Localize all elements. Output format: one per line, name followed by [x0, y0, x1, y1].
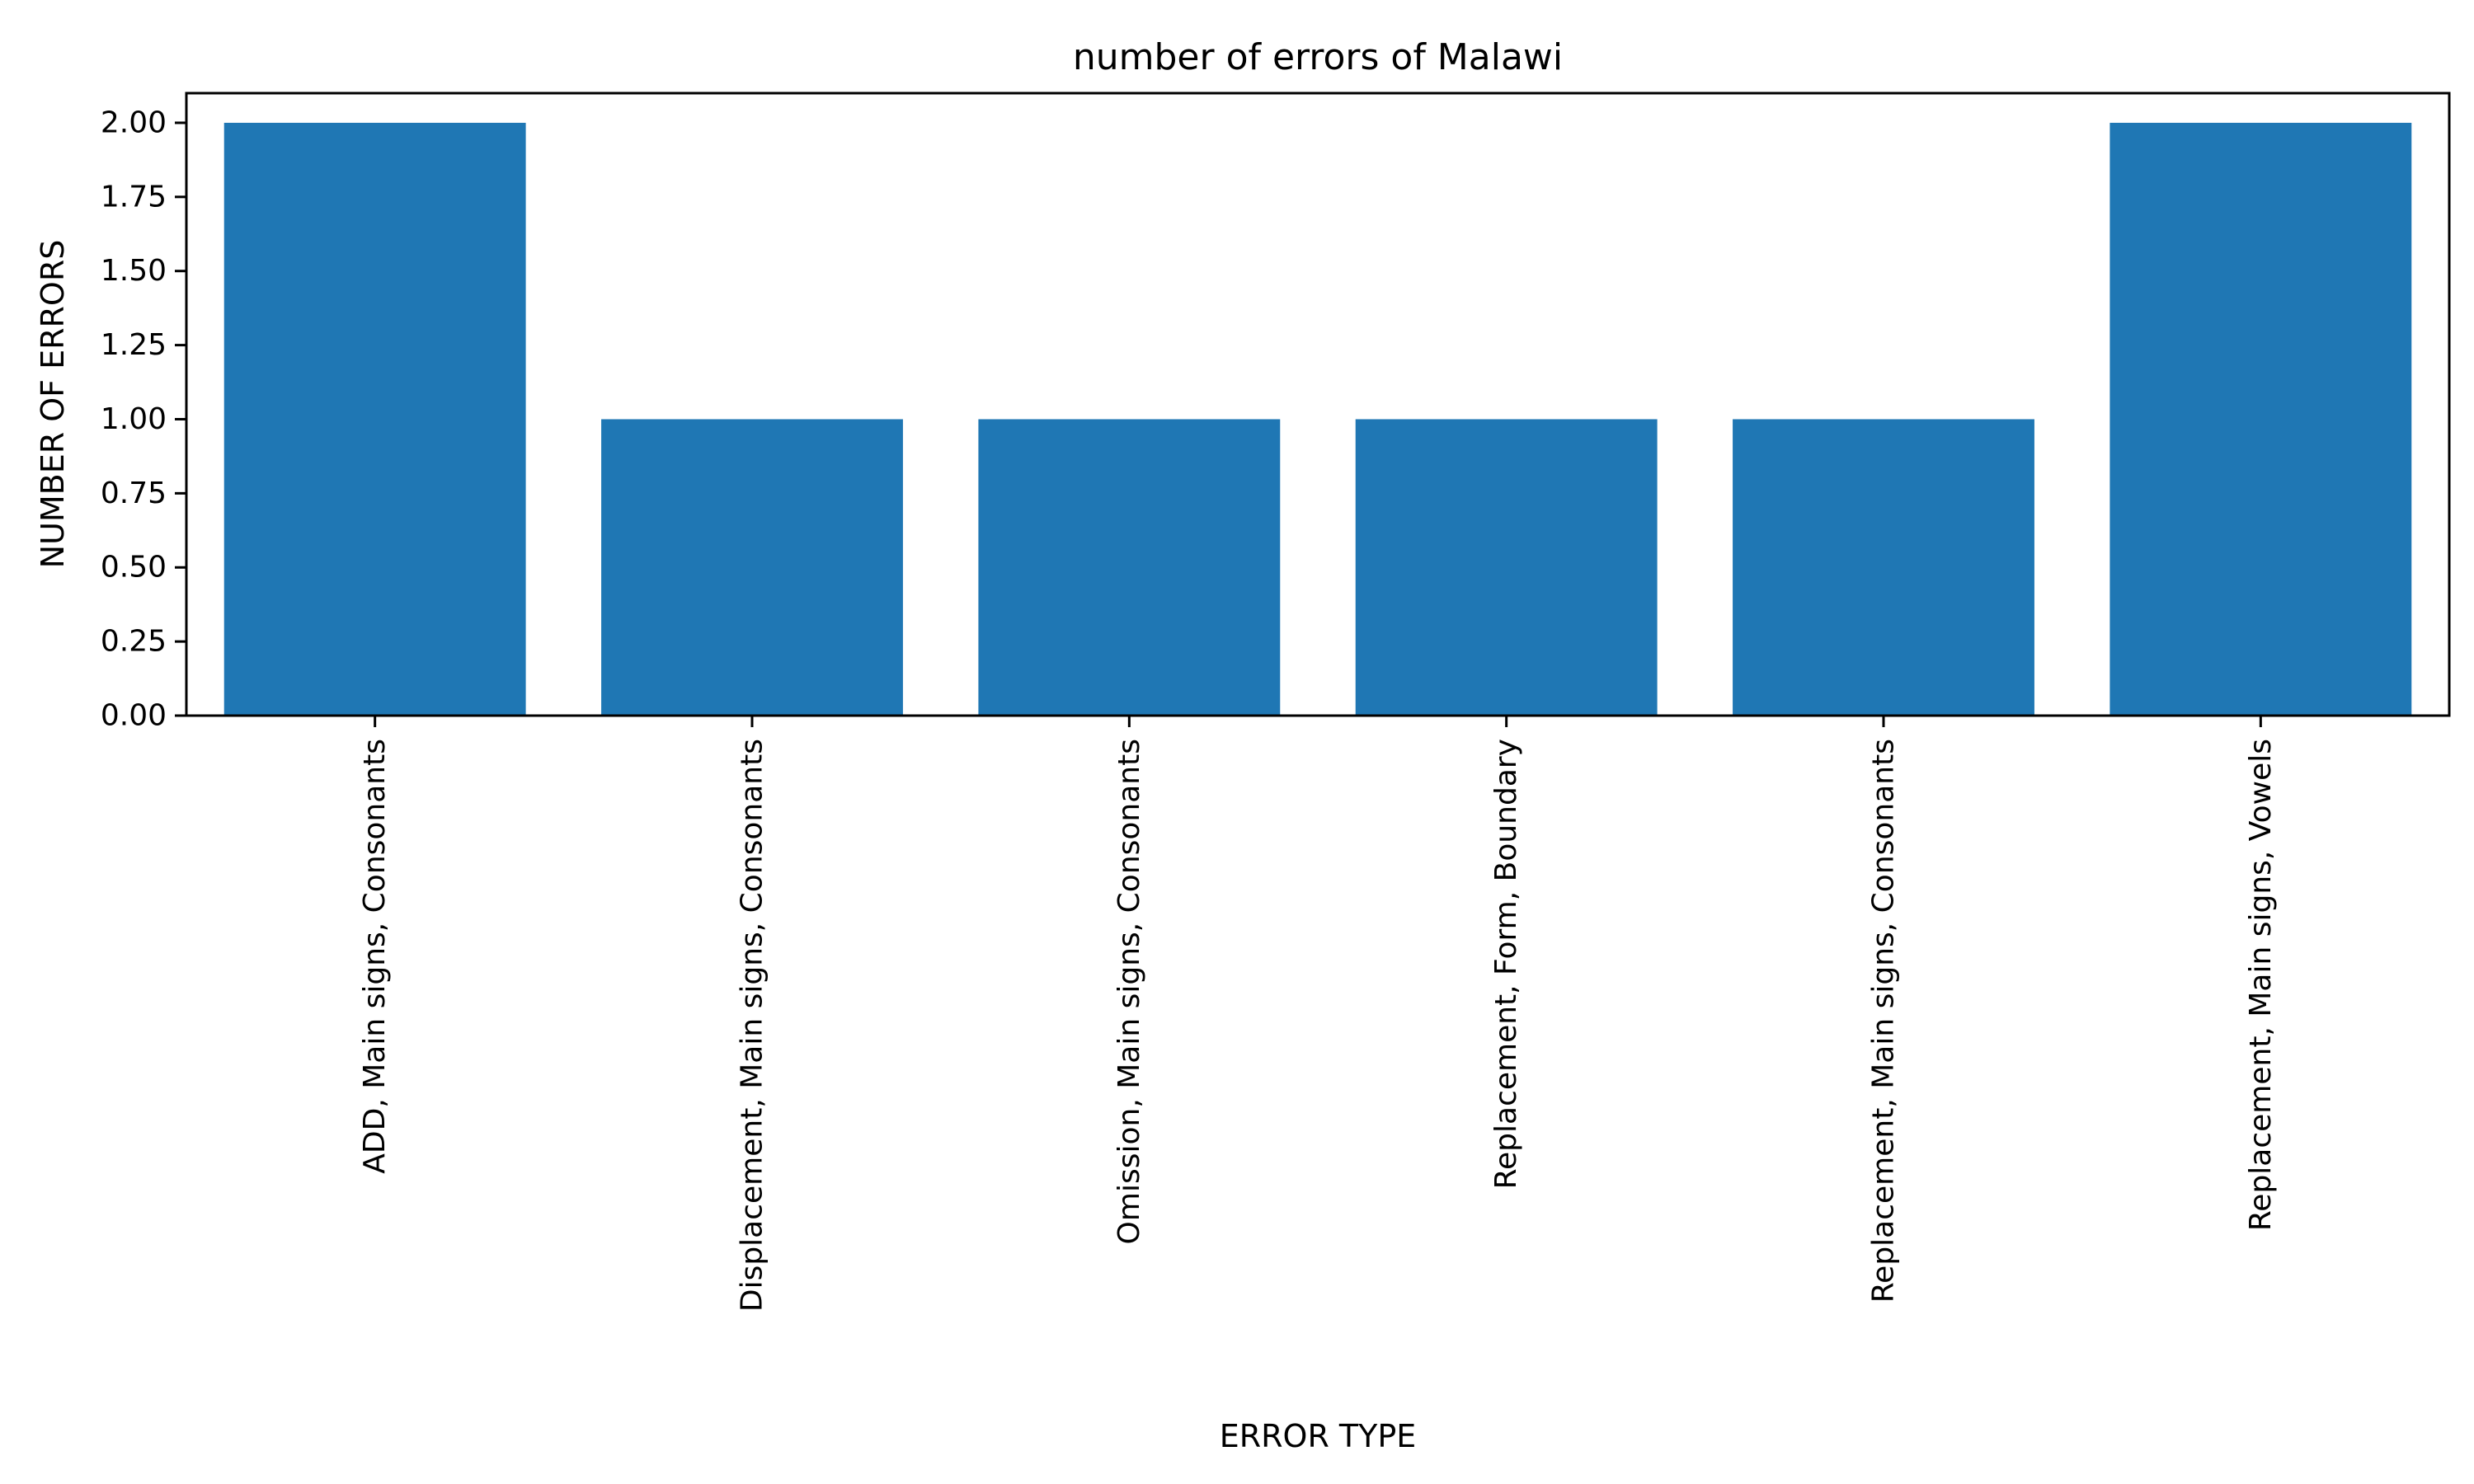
x-tick-label: Replacement, Form, Boundary — [1489, 739, 1523, 1189]
y-tick-label: 1.50 — [101, 254, 167, 288]
x-tick-label: ADD, Main signs, Consonants — [358, 739, 392, 1174]
plot-frame — [185, 92, 2451, 717]
bars-layer — [223, 122, 2412, 716]
y-axis-ticks: 0.00 0.25 0.50 0.75 1.00 1.25 1.50 1.75 2.00 — [101, 106, 186, 733]
bar-1 — [223, 122, 526, 716]
x-axis-ticks: ADD, Main signs, Consonants Displacement,… — [358, 716, 2278, 1312]
x-tick-label: Omission, Main signs, Consonants — [1112, 739, 1146, 1244]
chart-title: number of errors of Malawi — [1073, 36, 1563, 78]
y-tick-label: 0.25 — [101, 625, 167, 659]
y-tick-label: 1.25 — [101, 328, 167, 362]
x-tick-label: Replacement, Main signs, Consonants — [1867, 739, 1901, 1303]
y-axis-label: NUMBER OF ERRORS — [35, 240, 71, 569]
y-tick-label: 0.00 — [101, 699, 167, 733]
y-tick-label: 0.75 — [101, 477, 167, 510]
x-tick-label: Displacement, Main signs, Consonants — [736, 739, 769, 1312]
bar-4 — [1355, 419, 1658, 716]
bar-6 — [2109, 122, 2412, 716]
x-tick-label: Replacement, Main signs, Vowels — [2244, 739, 2278, 1231]
bar-5 — [1733, 419, 2034, 716]
y-tick-label: 0.50 — [101, 551, 167, 585]
y-tick-label: 2.00 — [101, 106, 167, 139]
y-tick-label: 1.00 — [101, 402, 167, 436]
bar-3 — [978, 419, 1281, 716]
y-tick-label: 1.75 — [101, 180, 167, 214]
bar-2 — [601, 419, 903, 716]
x-axis-label: ERROR TYPE — [1220, 1418, 1417, 1454]
